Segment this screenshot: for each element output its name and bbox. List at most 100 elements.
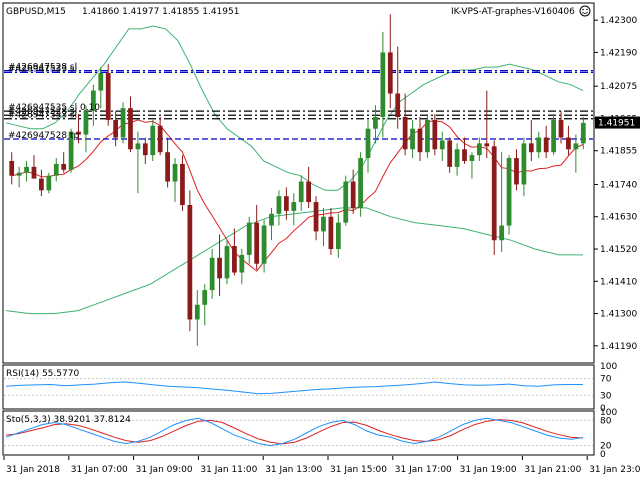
price-tick-label: 1.41855: [600, 147, 637, 157]
order-label: #426947528 sl: [8, 63, 77, 73]
candle-body: [402, 116, 408, 150]
time-tick-label: 31 Jan 15:00: [330, 465, 387, 475]
candle-body: [439, 140, 445, 150]
candle-body: [31, 166, 37, 179]
sto-tick-label: 80: [600, 416, 612, 426]
candle-body: [321, 216, 326, 232]
candle-body: [358, 158, 363, 208]
candle-body: [90, 90, 96, 112]
candle-body: [551, 119, 556, 153]
stochastic-lines: [5, 417, 584, 447]
price-tick-label: 1.41630: [600, 213, 637, 223]
candle-body: [454, 149, 460, 167]
candle-body: [172, 163, 178, 182]
candle-body: [276, 196, 282, 214]
candle-body: [39, 178, 44, 191]
time-tick-label: 31 Jan 09:00: [136, 465, 193, 475]
candle-body: [350, 181, 356, 208]
candle-body: [16, 172, 22, 176]
candle-body: [328, 216, 334, 250]
candle-body: [514, 158, 519, 185]
candle-body: [484, 143, 490, 147]
price-tick-label: 1.41190: [600, 342, 637, 352]
sto-panel-frame: [2, 410, 595, 456]
candle-body: [202, 290, 208, 305]
sto-tick-label: 0: [600, 450, 606, 460]
candle-body: [343, 181, 349, 223]
candle-body: [291, 202, 297, 211]
current-price-marker: 1.41951: [595, 116, 640, 129]
candle-body: [462, 149, 467, 161]
bb-lower-line: [5, 207, 583, 315]
rsi-tick-label: 30: [600, 391, 612, 401]
candle-body: [373, 116, 378, 129]
candle-body: [165, 152, 170, 182]
candle-body: [105, 72, 111, 120]
candle-body: [261, 225, 267, 264]
candle-body: [98, 72, 104, 91]
time-tick-label: 31 Jan 17:00: [395, 465, 452, 475]
candle-body: [224, 246, 230, 279]
price-axis: 1.423001.421901.420751.419651.418551.417…: [594, 16, 637, 352]
candle-body: [506, 158, 512, 226]
candle-body: [365, 128, 371, 159]
time-tick-label: 31 Jan 11:00: [200, 465, 257, 475]
candle-body: [425, 119, 430, 153]
sto-main-line: [5, 417, 584, 447]
time-tick-label: 31 Jan 23:00: [589, 465, 640, 475]
candle-body: [573, 143, 579, 150]
bb-upper-line: [5, 25, 584, 191]
candle-body: [128, 108, 133, 150]
time-tick-label: 31 Jan 13:00: [265, 465, 322, 475]
candle-body: [432, 119, 438, 150]
sto-signal-line: [5, 419, 584, 445]
time-axis: 31 Jan 2018 31 Jan 07:00 31 Jan 09:00 31 Ja…: [3, 456, 640, 475]
candle-body: [335, 222, 341, 250]
price-tick-label: 1.42300: [600, 16, 637, 26]
candle-body: [246, 222, 252, 255]
candle-body: [543, 137, 549, 153]
candle-body: [157, 125, 163, 153]
candle-body: [46, 175, 52, 191]
rsi-label: RSI(14) 55.5770: [6, 369, 79, 379]
rsi-axis: 100 70 30 0: [600, 362, 617, 414]
candle-body: [395, 93, 401, 117]
price-tick-label: 1.41740: [600, 180, 637, 190]
candle-body: [528, 143, 534, 153]
bollinger-bands: [5, 25, 584, 315]
candle-body: [83, 111, 89, 135]
order-label: #426947533 sl: [8, 64, 77, 74]
candle-body: [269, 213, 274, 226]
price-tick-label: 1.41520: [600, 245, 637, 255]
order-labels: #426947528 sl#426947533 sl#426947535 sl …: [8, 63, 100, 141]
candle-body: [142, 143, 148, 156]
time-tick-label: 31 Jan 21:00: [524, 465, 581, 475]
ea-name-label: IK-VPS-AT-graphes-V160406: [451, 7, 575, 17]
candle-body: [417, 128, 423, 153]
rsi-line: [5, 381, 583, 395]
order-label: #426947535 sl 0.10: [8, 103, 100, 113]
order-levels: [4, 70, 593, 140]
candle-body: [491, 146, 497, 241]
price-tick-label: 1.42075: [600, 82, 637, 92]
price-tick-label: 1.41300: [600, 310, 637, 320]
candle-body: [76, 131, 81, 135]
candle-body: [447, 140, 453, 167]
candle-body: [283, 196, 289, 211]
candle-body: [135, 143, 141, 150]
candle-body: [558, 119, 564, 138]
candle-body: [217, 257, 222, 279]
rsi-panel-frame: [2, 364, 595, 410]
candle-body: [380, 52, 386, 117]
candle-body: [120, 108, 126, 138]
rsi-tick-label: 0: [600, 404, 606, 414]
candle-body: [306, 181, 312, 203]
candle-body: [68, 131, 74, 170]
candle-body: [53, 163, 59, 176]
order-label: #426947528 sl: [8, 107, 77, 117]
candle-body: [298, 181, 304, 203]
sto-label: Sto(5,3,3) 38.9201 37.8124: [6, 415, 131, 425]
